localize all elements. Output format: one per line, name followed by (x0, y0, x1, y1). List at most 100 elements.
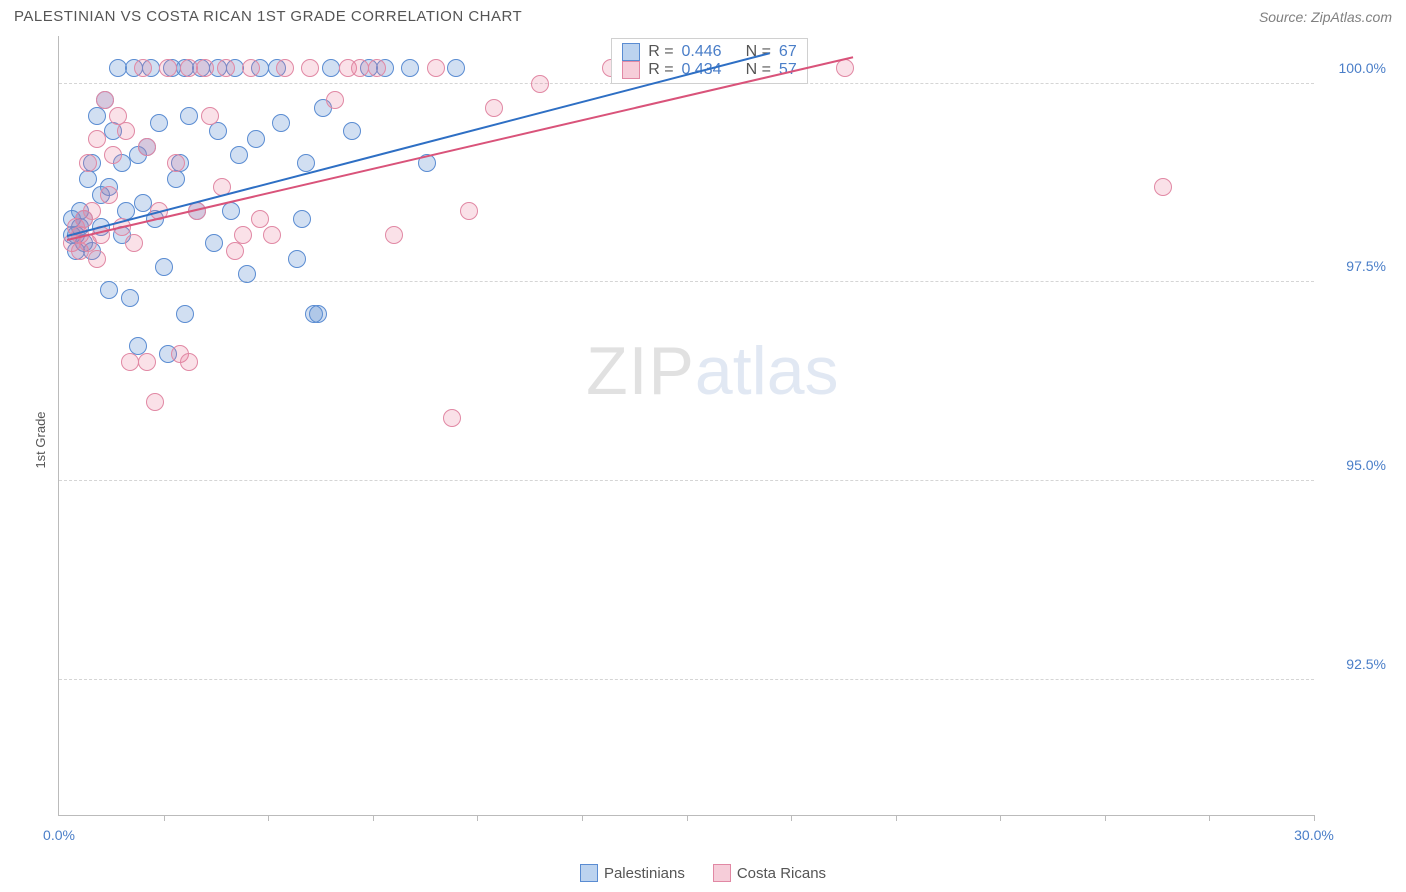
chart-title: PALESTINIAN VS COSTA RICAN 1ST GRADE COR… (14, 8, 522, 25)
scatter-point (104, 146, 122, 164)
legend-swatch (580, 864, 598, 882)
scatter-point (159, 59, 177, 77)
scatter-point (247, 130, 265, 148)
y-axis-label: 1st Grade (33, 411, 48, 468)
x-tick-label: 0.0% (43, 827, 75, 843)
scatter-point (100, 186, 118, 204)
scatter-point (125, 234, 143, 252)
scatter-point (121, 289, 139, 307)
scatter-point (83, 202, 101, 220)
scatter-point (343, 122, 361, 140)
y-tick-label: 97.5% (1322, 258, 1386, 274)
scatter-point (460, 202, 478, 220)
scatter-point (485, 99, 503, 117)
scatter-point (276, 59, 294, 77)
scatter-point (217, 59, 235, 77)
scatter-point (146, 393, 164, 411)
scatter-point (196, 59, 214, 77)
x-tick (1000, 815, 1001, 821)
scatter-point (230, 146, 248, 164)
scatter-point (134, 59, 152, 77)
scatter-point (531, 75, 549, 93)
gridline (59, 679, 1314, 680)
stats-swatch (622, 43, 640, 61)
y-tick-label: 95.0% (1322, 457, 1386, 473)
x-tick (164, 815, 165, 821)
x-tick (1105, 815, 1106, 821)
legend-label: Palestinians (604, 865, 685, 882)
scatter-point (242, 59, 260, 77)
scatter-point (427, 59, 445, 77)
scatter-point (326, 91, 344, 109)
x-tick (1209, 815, 1210, 821)
legend: Palestinians Costa Ricans (0, 864, 1406, 882)
scatter-point (88, 250, 106, 268)
scatter-point (234, 226, 252, 244)
x-tick (1314, 815, 1315, 821)
scatter-point (88, 107, 106, 125)
scatter-point (96, 91, 114, 109)
scatter-point (121, 353, 139, 371)
scatter-point (180, 107, 198, 125)
scatter-point (201, 107, 219, 125)
y-tick-label: 92.5% (1322, 656, 1386, 672)
scatter-point (288, 250, 306, 268)
scatter-point (176, 305, 194, 323)
x-tick (791, 815, 792, 821)
legend-item: Palestinians (580, 864, 685, 882)
scatter-point (447, 59, 465, 77)
stat-r-value: 0.446 (682, 43, 722, 61)
x-tick (477, 815, 478, 821)
scatter-point (79, 154, 97, 172)
stat-r-label: R = (648, 61, 673, 79)
scatter-point (167, 154, 185, 172)
scatter-point (205, 234, 223, 252)
scatter-point (117, 122, 135, 140)
scatter-point (155, 258, 173, 276)
scatter-point (1154, 178, 1172, 196)
scatter-point (351, 59, 369, 77)
stat-r-label: R = (648, 43, 673, 61)
watermark-atlas: atlas (695, 333, 839, 409)
stat-n-value: 67 (779, 43, 797, 61)
scatter-point (251, 210, 269, 228)
scatter-point (309, 305, 327, 323)
scatter-point (401, 59, 419, 77)
scatter-point (109, 59, 127, 77)
scatter-point (222, 202, 240, 220)
scatter-point (180, 59, 198, 77)
x-tick (268, 815, 269, 821)
scatter-point (100, 281, 118, 299)
plot-area: ZIPatlas 92.5%95.0%97.5%100.0%0.0%30.0%R… (58, 36, 1314, 816)
scatter-point (226, 242, 244, 260)
x-tick (582, 815, 583, 821)
scatter-point (293, 210, 311, 228)
x-tick-label: 30.0% (1294, 827, 1334, 843)
trend-line (67, 52, 770, 237)
scatter-point (79, 170, 97, 188)
legend-item: Costa Ricans (713, 864, 826, 882)
watermark-zip: ZIP (586, 333, 695, 409)
scatter-point (272, 114, 290, 132)
scatter-point (209, 122, 227, 140)
scatter-point (301, 59, 319, 77)
scatter-point (322, 59, 340, 77)
scatter-point (150, 114, 168, 132)
scatter-point (88, 130, 106, 148)
stats-box: R =0.446N =67R =0.434N =57 (611, 38, 808, 84)
scatter-point (138, 138, 156, 156)
scatter-point (167, 170, 185, 188)
scatter-point (297, 154, 315, 172)
x-tick (687, 815, 688, 821)
source-label: Source: ZipAtlas.com (1259, 9, 1392, 25)
stats-row: R =0.446N =67 (622, 43, 797, 61)
scatter-point (443, 409, 461, 427)
scatter-point (385, 226, 403, 244)
stats-swatch (622, 61, 640, 79)
watermark: ZIPatlas (586, 332, 838, 410)
scatter-point (134, 194, 152, 212)
x-tick (896, 815, 897, 821)
legend-label: Costa Ricans (737, 865, 826, 882)
legend-swatch (713, 864, 731, 882)
y-tick-label: 100.0% (1322, 60, 1386, 76)
